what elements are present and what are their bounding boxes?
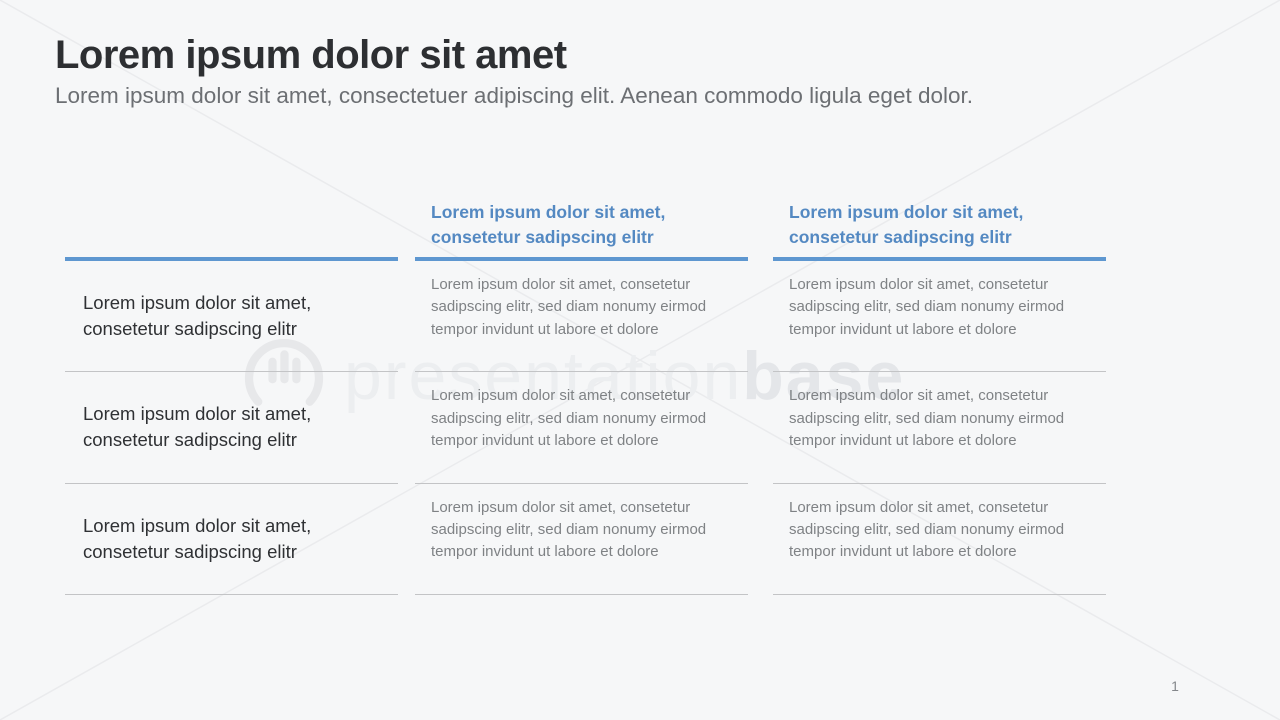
page-subtitle: Lorem ipsum dolor sit amet, consectetuer… — [55, 83, 974, 108]
table-row-label: Lorem ipsum dolor sit amet, consetetur s… — [65, 261, 398, 373]
table-cell: Lorem ipsum dolor sit amet, consetetur s… — [773, 484, 1106, 595]
table-column-header: Lorem ipsum dolor sit amet, consetetur s… — [773, 195, 1106, 261]
page-title: Lorem ipsum dolor sit amet — [55, 33, 567, 77]
table-column-2: Lorem ipsum dolor sit amet, consetetur s… — [415, 195, 748, 595]
table-cell: Lorem ipsum dolor sit amet, consetetur s… — [773, 372, 1106, 484]
table-column-labels: Lorem ipsum dolor sit amet, consetetur s… — [65, 195, 398, 595]
table-cell: Lorem ipsum dolor sit amet, consetetur s… — [415, 372, 748, 484]
table-row-label: Lorem ipsum dolor sit amet, consetetur s… — [65, 372, 398, 484]
table-column-header: Lorem ipsum dolor sit amet, consetetur s… — [415, 195, 748, 261]
page-number: 1 — [1171, 678, 1179, 694]
table-cell: Lorem ipsum dolor sit amet, consetetur s… — [415, 484, 748, 595]
table-row-label: Lorem ipsum dolor sit amet, consetetur s… — [65, 484, 398, 595]
table-cell: Lorem ipsum dolor sit amet, consetetur s… — [415, 261, 748, 373]
table-cell: Lorem ipsum dolor sit amet, consetetur s… — [773, 261, 1106, 373]
table-column-3: Lorem ipsum dolor sit amet, consetetur s… — [773, 195, 1106, 595]
table-column-header-empty — [65, 195, 398, 261]
